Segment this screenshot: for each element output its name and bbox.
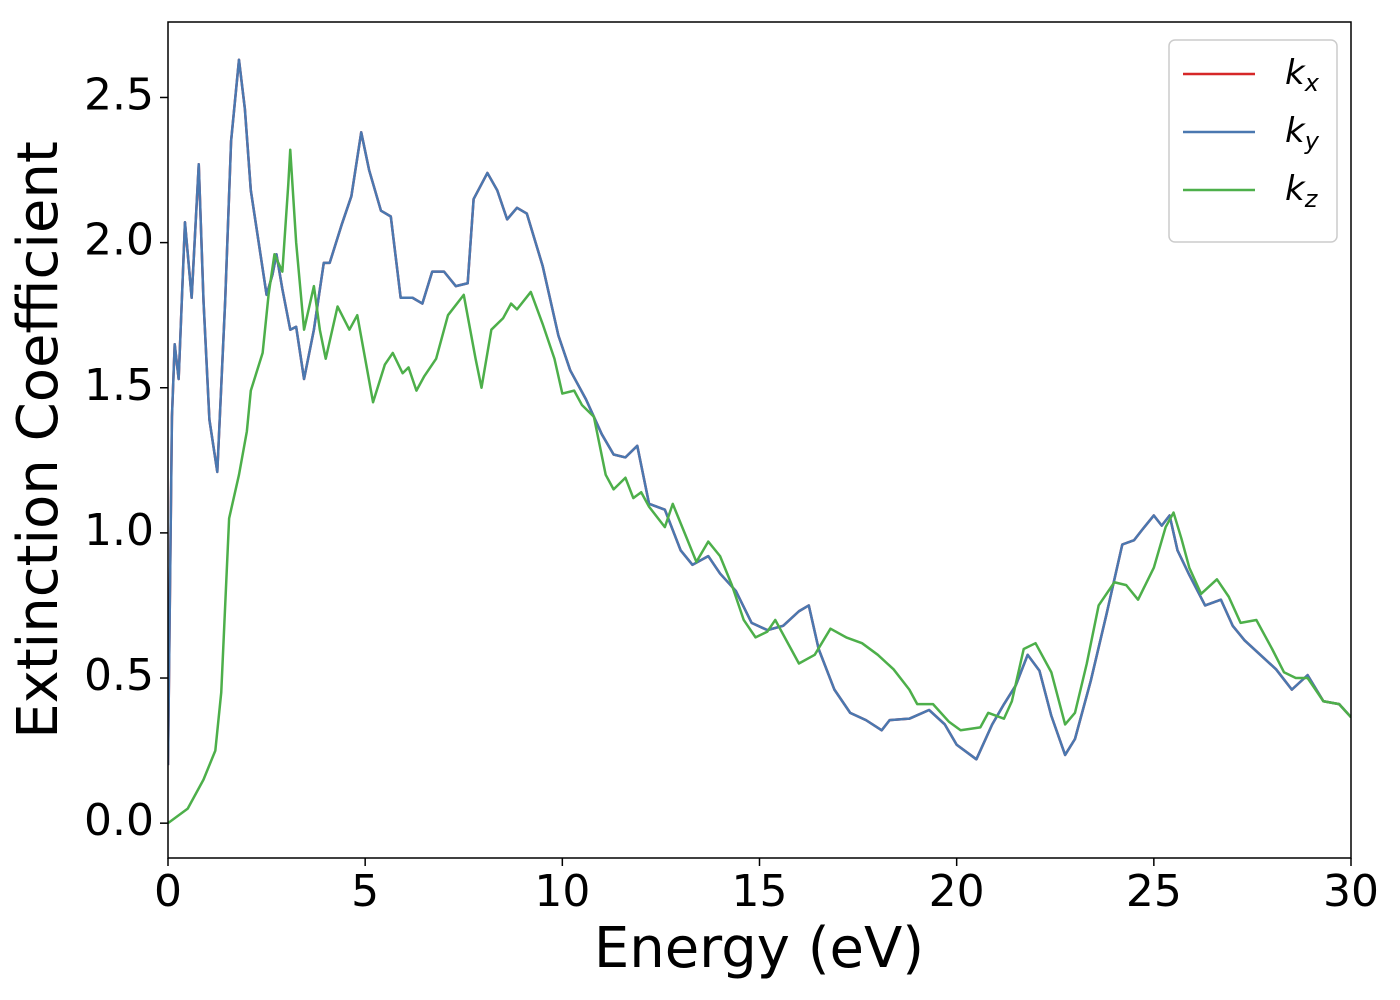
line-series [168, 148, 1351, 825]
y-tick-label: 0.5 [84, 650, 154, 701]
x-tick-label: 5 [351, 866, 379, 917]
y-tick-label: 1.0 [84, 505, 154, 556]
x-tick-label: 20 [929, 866, 985, 917]
legend-label: ky [1285, 111, 1320, 156]
x-tick-label: 10 [534, 866, 590, 917]
x-tick-label: 30 [1323, 866, 1379, 917]
y-tick-label: 2.5 [84, 69, 154, 120]
x-tick-label: 25 [1126, 866, 1182, 917]
plot-frame [167, 21, 1352, 859]
legend-label: kz [1285, 169, 1319, 214]
legend-label: kx [1285, 53, 1320, 98]
y-tick-label: 0.0 [84, 795, 154, 846]
y-tick-label: 1.5 [84, 360, 154, 411]
legend-box [1168, 39, 1338, 243]
y-tick-label: 2.0 [84, 215, 154, 266]
line-series [168, 58, 1351, 766]
x-tick-label: 15 [732, 866, 788, 917]
y-axis-label: Extinction Coefficient [6, 141, 71, 739]
x-axis-label: Energy (eV) [594, 916, 924, 981]
x-tick-label: 0 [154, 866, 182, 917]
